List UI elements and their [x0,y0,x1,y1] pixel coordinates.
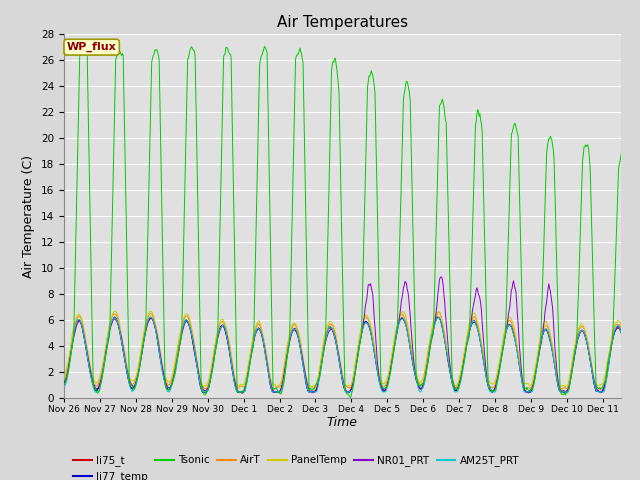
Y-axis label: Air Temperature (C): Air Temperature (C) [22,155,35,277]
X-axis label: Time: Time [327,416,358,429]
Legend: li75_t, li77_temp, Tsonic, AirT, PanelTemp, NR01_PRT, AM25T_PRT: li75_t, li77_temp, Tsonic, AirT, PanelTe… [69,451,524,480]
Title: Air Temperatures: Air Temperatures [277,15,408,30]
Text: WP_flux: WP_flux [67,42,116,52]
